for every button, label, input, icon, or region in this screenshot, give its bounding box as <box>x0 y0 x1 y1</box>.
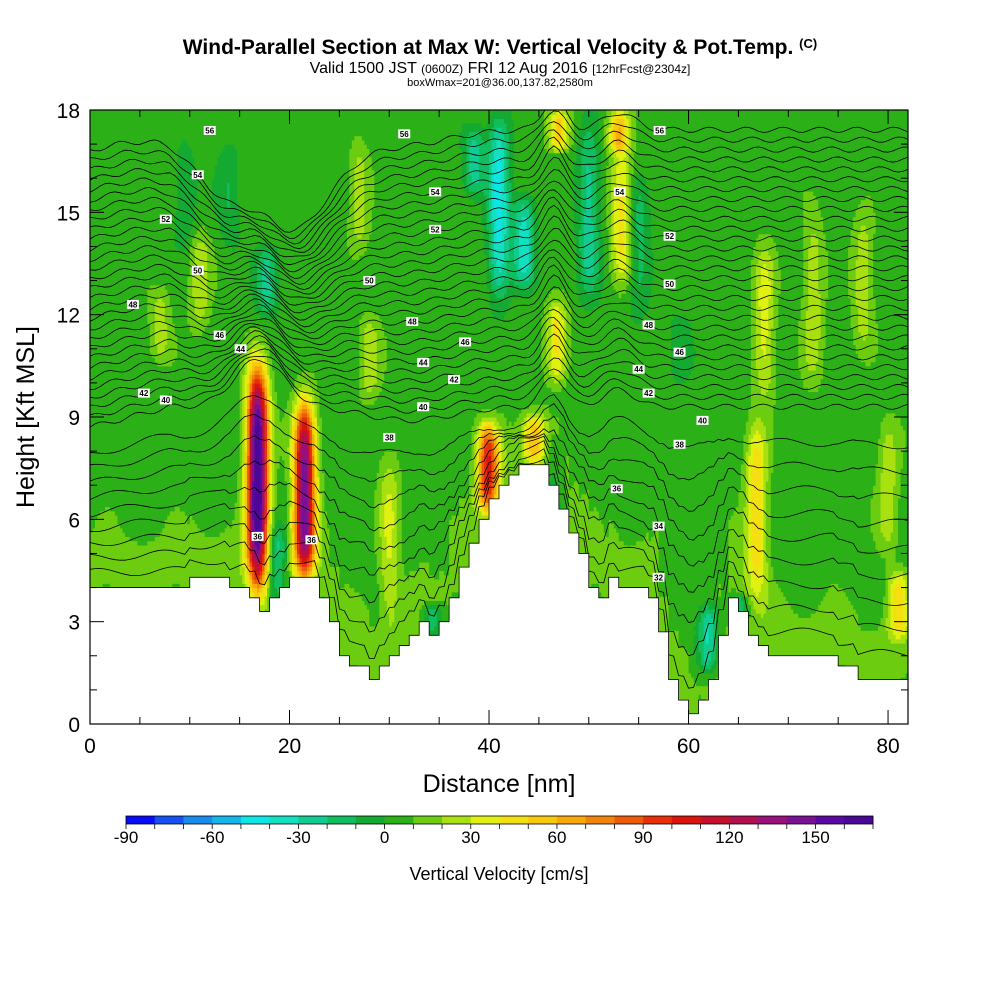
cross-section-chart: 56 56 565454 545252525050 504848 484646464444… <box>0 0 1000 1000</box>
